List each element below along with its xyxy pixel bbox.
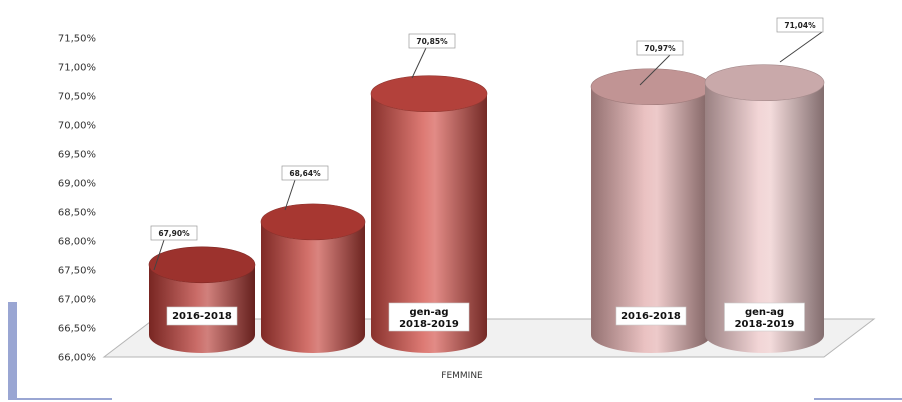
y-tick-label: 69,00%	[58, 179, 96, 190]
data-label-box	[408, 33, 456, 49]
bottom-accent-line-left	[8, 398, 112, 400]
data-label: 68,64%	[289, 169, 321, 178]
category-label: 2016-2018	[172, 311, 232, 322]
bar-1	[148, 246, 256, 353]
category-label-box	[724, 302, 805, 332]
bar-body	[591, 86, 711, 354]
y-tick-label: 66,00%	[58, 353, 96, 364]
y-tick-label: 68,00%	[58, 237, 96, 248]
bar-5	[704, 64, 825, 354]
data-label: 70,85%	[416, 37, 448, 46]
y-tick-label: 71,00%	[58, 63, 96, 74]
y-tick-label: 67,00%	[58, 295, 96, 306]
bar-2	[260, 203, 366, 353]
bar-body	[371, 93, 488, 353]
data-label-box	[776, 17, 824, 33]
bar-top	[370, 75, 488, 112]
data-label: 70,97%	[644, 44, 676, 53]
y-tick-label: 68,50%	[58, 208, 96, 219]
y-tick-label: 66,50%	[58, 324, 96, 335]
y-axis: 66,00% 66,50% 67,00% 67,50% 68,00% 68,50% 69,0…	[58, 34, 96, 364]
y-tick-label: 70,50%	[58, 92, 96, 103]
bar-4	[590, 68, 712, 354]
x-axis-label: FEMMINE	[441, 371, 483, 381]
category-label-box	[166, 306, 238, 326]
category-label: gen-ag	[745, 307, 784, 318]
category-label-box	[615, 306, 687, 326]
bars	[148, 64, 825, 354]
bar-top	[148, 246, 256, 284]
category-label-box	[388, 302, 470, 332]
y-tick-label: 71,50%	[58, 34, 96, 45]
y-tick-label: 67,50%	[58, 266, 96, 277]
category-label: 2016-2018	[621, 311, 681, 322]
y-tick-label: 70,00%	[58, 121, 96, 132]
data-label: 67,90%	[158, 229, 190, 238]
data-labels: 67,90%2016-201868,64%70,85%gen-ag2018-20…	[150, 17, 824, 332]
category-label: gen-ag	[409, 307, 448, 318]
bar-top	[704, 64, 825, 101]
bar-body	[705, 82, 824, 354]
y-tick-label: 69,50%	[58, 150, 96, 161]
data-label-box	[150, 225, 198, 241]
category-label: 2018-2019	[735, 319, 795, 330]
data-label-box	[636, 40, 684, 56]
category-label: 2018-2019	[399, 319, 459, 330]
bar-top	[260, 203, 366, 241]
bar-body	[261, 221, 365, 353]
data-label-box	[281, 165, 329, 181]
bottom-accent-line-right	[814, 398, 902, 400]
left-accent-bar	[8, 302, 17, 398]
bar-3	[370, 75, 488, 353]
data-label: 71,04%	[784, 21, 816, 30]
